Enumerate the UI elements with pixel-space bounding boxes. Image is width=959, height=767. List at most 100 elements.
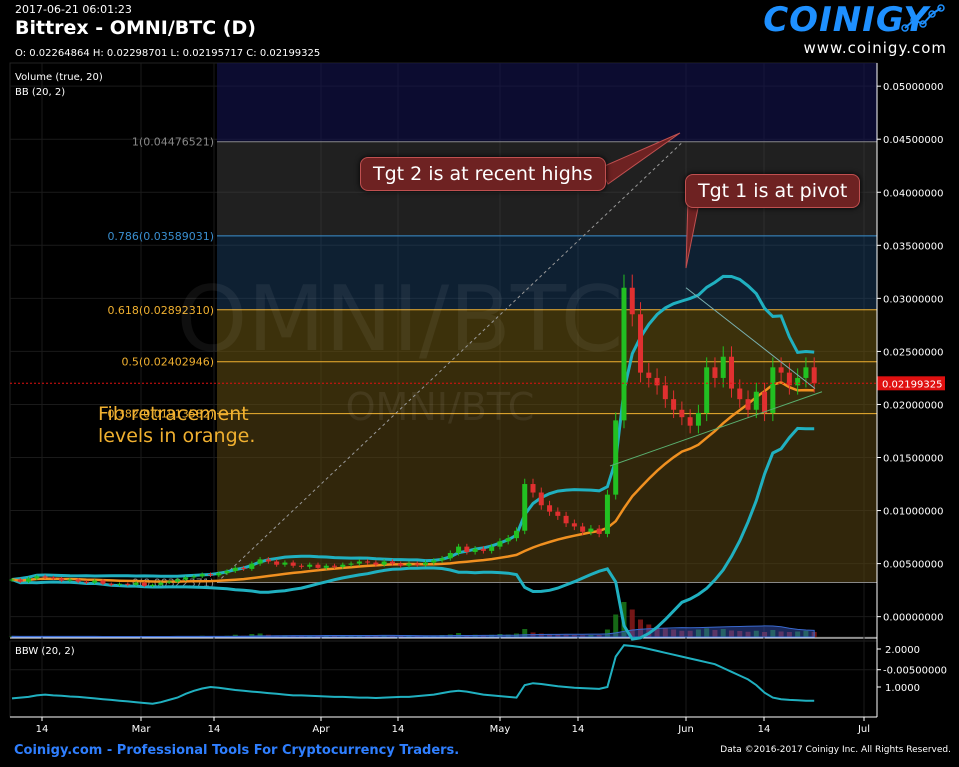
candle	[42, 574, 48, 579]
candle	[795, 368, 801, 395]
current-price-tag	[877, 376, 945, 391]
volume-bar	[695, 629, 701, 637]
candle-body	[307, 564, 313, 567]
candle-body	[274, 561, 280, 565]
candle	[133, 581, 139, 587]
candle-body	[125, 583, 131, 585]
candle-body	[75, 579, 81, 582]
volume-bar	[795, 631, 801, 637]
candle	[662, 376, 668, 408]
y-tick-label: 0.04500000	[883, 135, 943, 146]
candle-body	[282, 562, 288, 565]
candle	[464, 543, 470, 555]
volume-indicator-label[interactable]: Volume (true, 20)	[15, 72, 103, 83]
volume-bar	[596, 635, 602, 637]
candle-body	[762, 391, 768, 413]
x-tick-label: 14	[208, 724, 221, 735]
volume-bar	[257, 633, 263, 637]
volume-bar	[307, 635, 313, 637]
candle-body	[141, 582, 147, 586]
candle	[9, 578, 15, 582]
candle-body	[555, 511, 561, 516]
tgt2-annotation: Tgt 2 is at recent highs	[360, 157, 606, 191]
candle	[199, 572, 205, 578]
candle	[282, 560, 288, 567]
ohlc-readout: O: 0.02264864 H: 0.02298701 L: 0.0219571…	[15, 48, 321, 59]
bb-lower-band	[11, 426, 815, 641]
candle	[712, 357, 718, 388]
volume-bar	[381, 635, 387, 637]
y-tick-label: 0.03500000	[883, 241, 943, 252]
candle-body	[720, 356, 726, 378]
volume-bar	[638, 619, 644, 637]
candle-body	[381, 561, 387, 565]
volume-bar	[298, 635, 304, 637]
candle	[265, 557, 271, 564]
fib-zone	[217, 309, 877, 362]
candle	[646, 362, 652, 388]
logo-chart-line	[922, 13, 933, 25]
fib-zone	[217, 413, 877, 583]
candle	[745, 390, 751, 419]
candle	[720, 346, 726, 388]
x-tick-label: Jun	[677, 724, 694, 735]
candle	[141, 581, 147, 588]
candle	[489, 543, 495, 554]
x-tick-label: Mar	[132, 724, 152, 735]
candle	[762, 382, 768, 422]
volume-bar	[720, 629, 726, 637]
candle	[522, 478, 528, 535]
candle-body	[59, 578, 65, 581]
volume-bar	[770, 630, 776, 637]
candle-body	[340, 564, 346, 567]
fib-level-label: 1(0.04476521)	[132, 136, 214, 149]
candle-body	[447, 552, 453, 559]
logo-chart-line	[904, 19, 915, 29]
bbw-indicator-label[interactable]: BBW (20, 2)	[15, 646, 75, 657]
candle-body	[513, 530, 519, 539]
candle-body	[100, 580, 106, 584]
candle-body	[414, 563, 420, 565]
candle	[332, 563, 338, 569]
candle-body	[133, 582, 139, 585]
candle	[75, 578, 81, 584]
volume-bar	[423, 635, 428, 637]
timestamp: 2017-06-21 06:01:23	[15, 3, 132, 16]
candle-body	[489, 546, 495, 551]
candle	[174, 578, 180, 584]
volume-bar	[249, 634, 255, 637]
volume-bar	[563, 634, 569, 637]
candle	[249, 561, 255, 571]
volume-bar	[538, 633, 544, 637]
candle	[704, 357, 710, 422]
candle-body	[17, 579, 23, 582]
candle-body	[34, 576, 40, 579]
candle	[695, 404, 701, 434]
fib-level-label: 0.618(0.02892310)	[107, 304, 214, 317]
candle	[274, 559, 280, 567]
volume-bar	[489, 634, 495, 637]
logo-chart-line	[913, 19, 924, 25]
candle-body	[166, 581, 172, 583]
candle	[315, 562, 321, 570]
logo-chart-dot	[910, 16, 918, 24]
volume-bar	[753, 630, 759, 637]
candle-body	[356, 561, 362, 564]
candle-body	[571, 523, 577, 527]
candle	[158, 581, 164, 587]
bb-indicator-label[interactable]: BB (20, 2)	[15, 87, 66, 98]
candle	[439, 555, 445, 563]
candle-body	[26, 578, 32, 582]
candle	[431, 558, 437, 565]
candle-body	[431, 560, 437, 563]
footer-tagline[interactable]: Coinigy.com - Professional Tools For Cry…	[14, 743, 460, 758]
y-tick-label: 0.04000000	[883, 188, 943, 199]
candle-body	[439, 558, 445, 561]
logo-chart-dot	[919, 20, 927, 28]
candle-body	[770, 367, 776, 413]
candle	[571, 519, 577, 531]
candle-body	[315, 564, 321, 568]
volume-bar	[712, 630, 718, 637]
candle	[737, 379, 743, 408]
